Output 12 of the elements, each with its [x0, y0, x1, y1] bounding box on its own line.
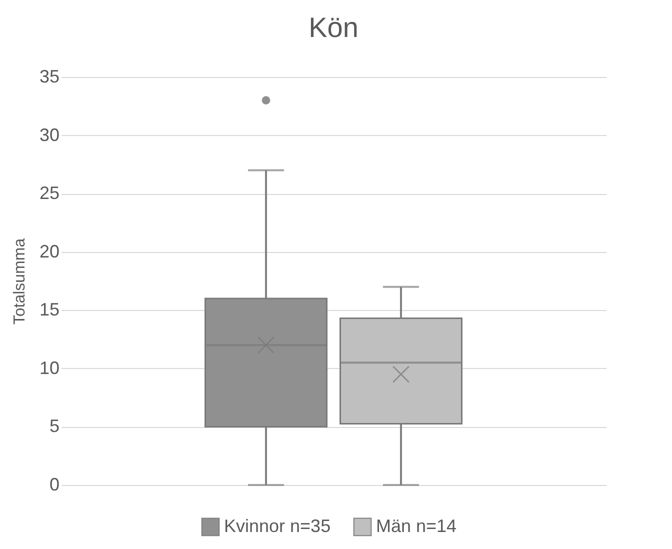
y-tick-label: 30 [39, 124, 60, 145]
y-tick-label: 0 [49, 474, 60, 494]
legend-label: Män n=14 [376, 516, 457, 536]
y-tick-label: 15 [39, 300, 60, 320]
y-tick-label: 10 [39, 358, 60, 378]
y-tick-label: 25 [39, 183, 60, 204]
y-tick-label: 5 [49, 416, 60, 436]
chart-title: Kön [308, 12, 358, 43]
y-tick-label: 35 [39, 66, 60, 86]
y-axis-title: Totalsumma [11, 238, 28, 325]
legend-label: Kvinnor n=35 [224, 516, 331, 536]
y-tick-label: 20 [39, 241, 60, 262]
